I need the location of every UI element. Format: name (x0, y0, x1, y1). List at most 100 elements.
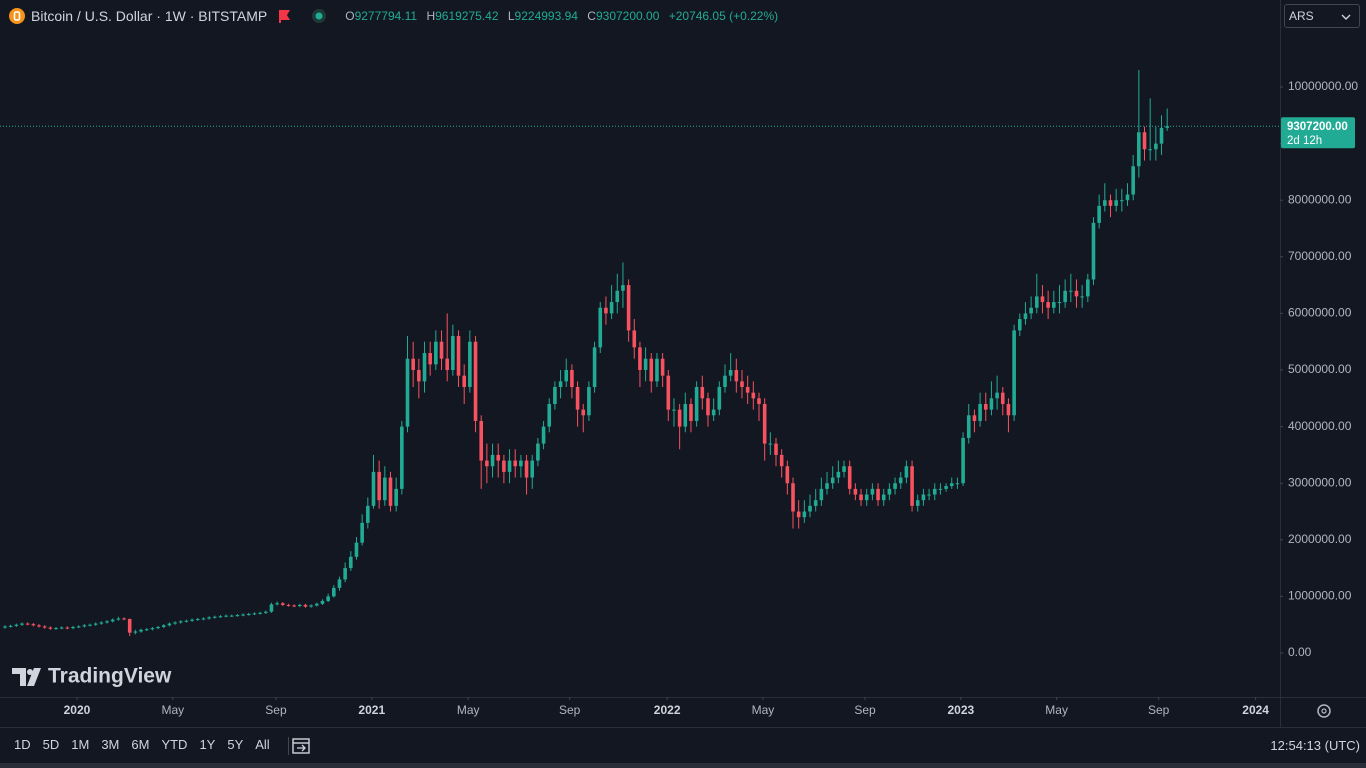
candle-body (48, 627, 53, 629)
countdown-label: 2d 12h (1287, 135, 1322, 147)
range-button[interactable]: 1M (71, 737, 90, 752)
candle-body (235, 615, 240, 617)
range-buttons: 1D 5D 1M 3M 6M YTD 1Y 5Y All (8, 737, 276, 752)
candle-body (201, 618, 206, 620)
candle-body (1103, 200, 1107, 206)
candle-body (762, 403, 767, 444)
candle-body (451, 336, 455, 371)
candle-body (1142, 132, 1147, 150)
candle-body (116, 618, 121, 620)
range-button[interactable]: 5Y (227, 737, 244, 752)
candle-body (779, 454, 784, 467)
candle-body (178, 621, 183, 623)
settings-gear[interactable] (1317, 704, 1331, 718)
candle-body (127, 619, 132, 633)
x-tick-label: Sep (265, 703, 287, 717)
range-button[interactable]: 6M (131, 737, 150, 752)
x-tick-label: Sep (854, 703, 876, 717)
candle-body (42, 626, 47, 628)
candle-body (1114, 200, 1118, 206)
candle-body (536, 443, 540, 461)
candle-body (717, 386, 722, 410)
status-dot (312, 9, 327, 23)
candle-body (417, 370, 421, 382)
clock[interactable]: 12:54:13 (UTC) (1270, 738, 1360, 753)
date-range-icon[interactable] (288, 735, 312, 757)
candle-body (745, 386, 750, 393)
candle-body (802, 511, 807, 518)
candle-body (1012, 330, 1016, 416)
range-button[interactable]: All (255, 737, 270, 752)
currency-label: ARS (1289, 9, 1314, 23)
candle-body (853, 488, 858, 495)
candle-body (876, 488, 880, 501)
candle-body (490, 454, 495, 467)
candle-body (184, 620, 189, 622)
candle-body (3, 626, 7, 628)
bottom-toolbar: 1D 5D 1M 3M 6M YTD 1Y 5Y All 12:54:13 (UTC) (0, 727, 1366, 764)
ohlc-value: 9619275.42 (435, 9, 499, 23)
candle-body (1154, 143, 1158, 150)
candle-body (25, 623, 30, 625)
flag-icon[interactable] (277, 9, 293, 23)
candle-body (944, 486, 948, 489)
candle-body (938, 488, 943, 490)
candle-body (1148, 149, 1152, 151)
range-button[interactable]: 1Y (199, 737, 216, 752)
candle-body (224, 615, 228, 617)
candle-body (93, 623, 98, 625)
candle-body (88, 624, 92, 626)
candle-body (978, 403, 982, 421)
currency-selector[interactable]: ARS (1284, 4, 1360, 28)
candle-body (751, 392, 756, 399)
range-button[interactable]: YTD (161, 737, 188, 752)
candle-body (456, 336, 461, 376)
candle-body (638, 347, 642, 371)
candle-body (1097, 205, 1101, 223)
candle-body (1069, 290, 1073, 292)
candle-body (955, 483, 960, 485)
candle-body (1159, 127, 1164, 144)
candles (3, 70, 1169, 637)
candle-body (332, 587, 336, 597)
ohlc-value: 9277794.11 (354, 9, 418, 23)
candle-body (609, 302, 614, 314)
symbol-title[interactable]: Bitcoin / U.S. Dollar · 1W · BITSTAMP (31, 8, 268, 24)
range-button[interactable]: 5D (42, 737, 60, 752)
candle-body (649, 358, 654, 382)
settings-icon[interactable] (1317, 704, 1331, 718)
range-button[interactable]: 3M (101, 737, 120, 752)
candle-body (768, 443, 773, 445)
candle-body (377, 471, 381, 501)
candle-body (966, 415, 971, 438)
candle-body (1080, 296, 1084, 298)
candle-body (445, 358, 449, 371)
candle-body (388, 477, 393, 506)
y-tick-label: 2000000.00 (1288, 532, 1352, 546)
candle-body (887, 488, 892, 495)
candle-body (972, 415, 977, 421)
candle-body (1165, 126, 1169, 128)
x-tick-label: May (161, 703, 184, 717)
candle-body (326, 596, 330, 601)
candle-body (122, 618, 126, 620)
candle-body (1125, 194, 1130, 201)
candle-body (728, 370, 733, 376)
candle-body (411, 358, 415, 371)
candle-body (666, 375, 671, 410)
candle-body (150, 628, 155, 630)
candle-body (1091, 222, 1096, 280)
candle-body (139, 629, 143, 632)
candle-body (995, 392, 999, 399)
candle-body (292, 605, 296, 607)
range-button[interactable]: 1D (14, 737, 31, 752)
candle-body (859, 494, 863, 501)
candle-body (677, 409, 682, 427)
y-tick-label: 6000000.00 (1288, 306, 1352, 320)
candle-body (564, 370, 569, 382)
candle-body (349, 556, 353, 569)
candle-body (847, 466, 852, 489)
candle-body (371, 471, 376, 506)
candle-body (1063, 290, 1067, 303)
